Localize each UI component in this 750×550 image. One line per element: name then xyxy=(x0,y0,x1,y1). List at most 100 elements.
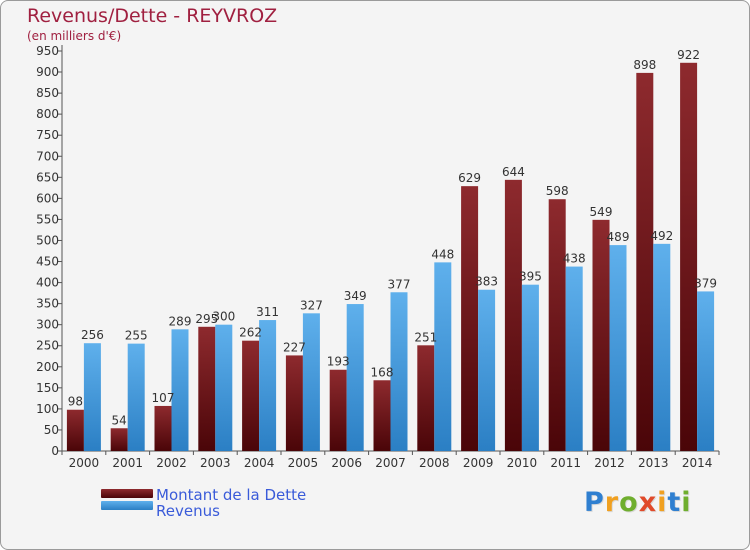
y-tick-label: 800 xyxy=(36,107,59,121)
y-tick-label: 500 xyxy=(36,233,59,247)
bar-revenus xyxy=(127,343,145,451)
y-tick-label: 700 xyxy=(36,149,59,163)
value-label: 898 xyxy=(633,58,656,72)
bar-dette xyxy=(154,405,172,451)
x-tick-label: 2001 xyxy=(112,456,143,470)
logo-letter: i xyxy=(681,487,692,518)
logo-letter: i xyxy=(657,487,668,518)
y-tick-label: 900 xyxy=(36,65,59,79)
bar-revenus xyxy=(434,262,452,451)
logo-letter: r xyxy=(604,487,620,518)
logo-letter: P xyxy=(584,487,605,518)
bar-revenus xyxy=(83,343,101,451)
y-tick-label: 400 xyxy=(36,276,59,290)
y-tick-label: 550 xyxy=(36,212,59,226)
y-tick-label: 250 xyxy=(36,339,59,353)
value-label: 549 xyxy=(590,205,613,219)
bar-dette xyxy=(548,199,566,451)
y-tick-label: 0 xyxy=(51,444,59,458)
y-tick-label: 850 xyxy=(36,86,59,100)
value-label: 629 xyxy=(458,171,481,185)
legend-swatch-revenus xyxy=(101,501,153,510)
value-label: 311 xyxy=(256,305,279,319)
bar-dette xyxy=(417,345,435,451)
value-label: 448 xyxy=(431,247,454,261)
value-label: 395 xyxy=(519,270,542,284)
bar-revenus xyxy=(302,313,320,451)
value-label: 349 xyxy=(344,289,367,303)
value-label: 295 xyxy=(195,312,218,326)
x-tick-label: 2008 xyxy=(419,456,450,470)
bar-revenus xyxy=(565,266,583,451)
x-tick-label: 2000 xyxy=(69,456,100,470)
bar-revenus xyxy=(653,243,671,451)
legend-label-dette: Montant de la Dette xyxy=(156,486,307,504)
value-label: 98 xyxy=(68,395,83,409)
value-label: 377 xyxy=(388,277,411,291)
bar-dette xyxy=(285,355,303,451)
bar-revenus xyxy=(259,320,277,451)
bar-dette xyxy=(461,186,479,451)
value-label: 438 xyxy=(563,252,586,266)
value-label: 300 xyxy=(212,310,235,324)
value-label: 262 xyxy=(239,326,262,340)
x-tick-label: 2010 xyxy=(507,456,538,470)
value-label: 644 xyxy=(502,165,525,179)
y-tick-label: 50 xyxy=(44,423,59,437)
bar-revenus xyxy=(697,291,715,451)
chart-subtitle: (en milliers d'€) xyxy=(27,29,122,43)
y-tick-label: 200 xyxy=(36,360,59,374)
value-label: 251 xyxy=(414,330,437,344)
y-tick-label: 350 xyxy=(36,297,59,311)
value-label: 107 xyxy=(152,391,175,405)
bar-dette xyxy=(636,72,654,451)
proxiti-logo: Proxiti xyxy=(584,487,692,518)
legend-swatch-dette xyxy=(101,489,153,498)
y-tick-label: 100 xyxy=(36,402,59,416)
x-tick-label: 2005 xyxy=(288,456,319,470)
bar-dette xyxy=(504,179,522,451)
bar-dette xyxy=(329,369,347,451)
logo-letter: t xyxy=(667,487,682,518)
value-label: 289 xyxy=(169,314,192,328)
value-label: 379 xyxy=(694,276,717,290)
y-tick-label: 750 xyxy=(36,128,59,142)
x-tick-label: 2007 xyxy=(375,456,406,470)
bar-dette xyxy=(680,62,698,451)
bar-dette xyxy=(110,428,128,451)
y-tick-label: 300 xyxy=(36,318,59,332)
bar-revenus xyxy=(521,284,539,451)
bar-revenus xyxy=(346,304,364,451)
x-tick-label: 2012 xyxy=(594,456,625,470)
x-tick-label: 2006 xyxy=(331,456,362,470)
value-label: 383 xyxy=(475,275,498,289)
bar-revenus xyxy=(609,245,627,451)
value-label: 193 xyxy=(327,355,350,369)
y-tick-label: 650 xyxy=(36,170,59,184)
logo-letter: x xyxy=(638,487,658,518)
bar-revenus xyxy=(390,292,408,451)
y-tick-label: 950 xyxy=(36,44,59,58)
value-label: 168 xyxy=(371,365,394,379)
value-label: 922 xyxy=(677,48,700,62)
x-tick-label: 2009 xyxy=(463,456,494,470)
y-tick-label: 600 xyxy=(36,191,59,205)
chart-bars xyxy=(66,62,715,451)
x-tick-label: 2004 xyxy=(244,456,275,470)
logo-letter: o xyxy=(619,487,639,518)
bar-dette xyxy=(373,380,391,451)
value-label: 54 xyxy=(112,413,127,427)
bar-dette xyxy=(242,340,260,451)
value-label: 255 xyxy=(125,329,148,343)
value-label: 327 xyxy=(300,298,323,312)
x-tick-label: 2002 xyxy=(156,456,187,470)
value-label: 256 xyxy=(81,328,104,342)
value-label: 598 xyxy=(546,184,569,198)
bar-revenus xyxy=(171,329,189,451)
legend-label-revenus: Revenus xyxy=(156,502,220,520)
y-tick-label: 150 xyxy=(36,381,59,395)
x-tick-label: 2013 xyxy=(638,456,669,470)
